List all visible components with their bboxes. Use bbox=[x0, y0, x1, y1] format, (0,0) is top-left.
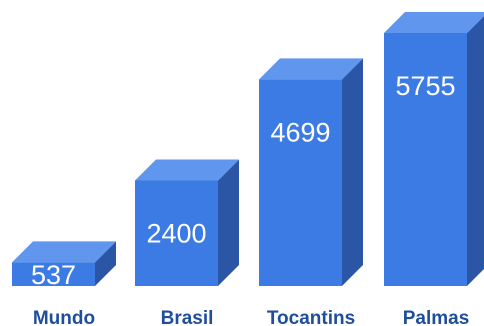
bar-side-face bbox=[342, 58, 363, 286]
bar-side-face bbox=[95, 241, 116, 286]
category-label-brasil: Brasil bbox=[161, 308, 214, 326]
data-label-palmas: 5755 bbox=[395, 71, 455, 101]
bar-tocantins: 4699 bbox=[259, 58, 363, 286]
bar-brasil: 2400 bbox=[135, 159, 239, 286]
data-label-brasil: 2400 bbox=[146, 218, 206, 248]
bar-top-face bbox=[384, 12, 484, 33]
category-label-tocantins: Tocantins bbox=[267, 308, 355, 326]
bar-front-face bbox=[12, 262, 95, 286]
bar-front-face bbox=[135, 180, 218, 286]
category-labels-group: Mundo Brasil Tocantins Palmas bbox=[33, 308, 469, 326]
bar-side-face bbox=[467, 16, 484, 286]
bar-front-face bbox=[384, 33, 467, 286]
category-label-palmas: Palmas bbox=[403, 308, 470, 326]
bar-mundo: 537 bbox=[12, 241, 116, 290]
data-label-tocantins: 4699 bbox=[270, 117, 330, 147]
bar-top-face bbox=[259, 58, 363, 80]
bar-top-face bbox=[135, 159, 239, 181]
category-label-mundo: Mundo bbox=[33, 308, 95, 326]
bar-palmas: 5755 bbox=[384, 12, 484, 286]
bar-side-face bbox=[218, 159, 239, 286]
bar-front-face bbox=[259, 79, 342, 286]
bar-top-face bbox=[12, 241, 116, 263]
bars-group: 537 2400 4699 5755 bbox=[12, 12, 484, 290]
data-label-mundo: 537 bbox=[31, 260, 76, 290]
